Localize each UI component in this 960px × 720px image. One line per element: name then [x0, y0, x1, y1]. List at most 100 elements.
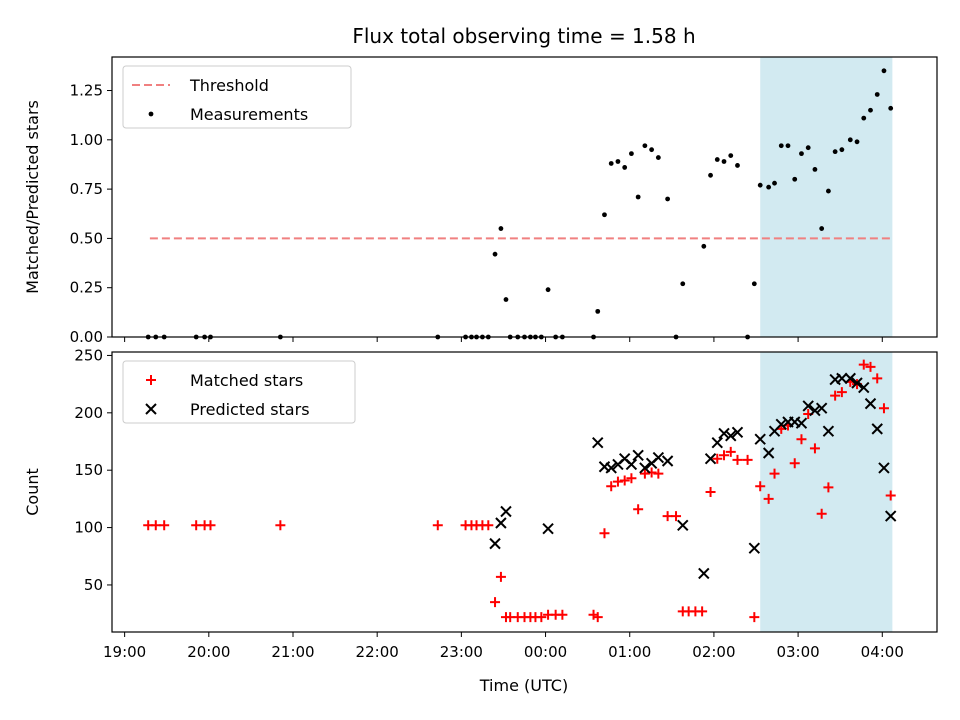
- predicted-star-point: [844, 372, 856, 385]
- bottom-panel: 19:00 20:00 21:00 22:00 23:00 00:00 01:00 02:00…: [23, 346, 938, 661]
- predicted-star-point: [748, 542, 761, 554]
- matched-star-point: [697, 606, 708, 617]
- matched-star-point: [275, 520, 286, 531]
- predicted-star-point: [871, 423, 883, 435]
- measurement-point: [785, 143, 791, 149]
- bottom-y-tick-label: 250: [74, 346, 103, 364]
- matched-star-point: [606, 481, 617, 492]
- matched-star-point: [836, 387, 847, 398]
- top-y-axis-label: Matched/Predicted stars: [23, 100, 42, 294]
- measurement-point: [622, 165, 628, 170]
- matched-star-point: [653, 468, 664, 479]
- predicted-star-point: [542, 523, 554, 535]
- measurement-point: [615, 159, 621, 164]
- predicted-star-point: [836, 372, 848, 385]
- matched-star-point: [671, 511, 682, 522]
- measurement-point: [655, 155, 661, 160]
- matched-star-point: [809, 443, 820, 454]
- measurement-point: [832, 149, 838, 155]
- measurement-point: [874, 92, 880, 97]
- predicted-star-point: [632, 449, 644, 461]
- matched-star-point: [150, 520, 161, 531]
- bottom-y-tick-label: 200: [74, 404, 103, 422]
- predicted-star-point: [500, 505, 512, 518]
- predicted-star-point: [802, 400, 814, 412]
- predicted-star-point: [605, 462, 617, 474]
- matched-star-point: [639, 468, 650, 479]
- x-tick-label: 20:00: [187, 643, 230, 661]
- x-tick-label: 23:00: [440, 643, 483, 661]
- measurement-point: [492, 251, 498, 257]
- matched-star-point: [662, 511, 673, 522]
- measurement-point: [757, 182, 763, 188]
- top-y-tick-label: 1.25: [70, 82, 103, 100]
- measurement-point: [751, 281, 757, 287]
- matched-star-point: [749, 612, 760, 623]
- top-highlight-span: [760, 57, 893, 337]
- top-legend-label: Measurements: [190, 105, 308, 124]
- bottom-highlight-span: [760, 352, 893, 632]
- x-tick-label: 03:00: [776, 643, 819, 661]
- matched-star-point: [592, 612, 603, 623]
- measurement-point: [812, 166, 818, 172]
- measurement-point: [608, 161, 614, 166]
- top-legend-box: [122, 65, 352, 129]
- measurement-point: [888, 105, 894, 111]
- top-legend-label: Threshold: [189, 76, 269, 95]
- matched-star-point: [633, 504, 644, 515]
- measurement-point: [792, 176, 798, 182]
- x-axis-label: Time (UTC): [479, 676, 568, 695]
- matched-star-point: [705, 487, 716, 497]
- matched-star-point: [823, 482, 834, 493]
- predicted-star-point: [625, 458, 638, 471]
- matched-star-point: [490, 597, 501, 608]
- top-axes-frame: [111, 56, 938, 338]
- predicted-star-point: [592, 436, 604, 449]
- matched-star-point: [205, 520, 216, 531]
- predicted-star-point: [731, 426, 744, 439]
- matched-star-point: [742, 454, 753, 465]
- measurement-point: [701, 243, 707, 249]
- measurement-point: [819, 226, 825, 231]
- top-y-tick-label: 0.75: [70, 180, 103, 198]
- predicted-star-point: [754, 433, 766, 445]
- predicted-star-point: [775, 418, 787, 431]
- matched-star-point: [557, 609, 568, 620]
- predicted-star-point: [725, 430, 737, 442]
- measurement-point: [629, 151, 634, 157]
- measurement-point: [826, 188, 831, 194]
- predicted-star-point: [795, 417, 808, 429]
- matched-star-point: [789, 458, 800, 469]
- measurement-point: [805, 145, 811, 151]
- predicted-star-point: [704, 453, 717, 465]
- predicted-star-point: [639, 462, 651, 474]
- legend-matched-swatch: [146, 375, 156, 385]
- top-y-tick-label: 0.00: [70, 328, 103, 346]
- matched-star-point: [769, 468, 780, 479]
- top-y-tick-label: 1.00: [70, 131, 103, 149]
- matched-star-point: [865, 361, 876, 372]
- measurement-point: [854, 139, 860, 145]
- legend-predicted-swatch: [145, 403, 157, 415]
- matched-star-point: [191, 520, 202, 531]
- matched-star-point: [725, 446, 736, 457]
- predicted-star-point: [809, 404, 821, 417]
- measurement-point: [839, 147, 845, 153]
- predicted-star-point: [711, 436, 723, 449]
- matched-star-point: [432, 520, 443, 531]
- matched-star-point: [626, 473, 637, 484]
- chart-title: Flux total observing time = 1.58 h: [352, 24, 695, 48]
- measurement-point: [881, 68, 887, 74]
- x-tick-label: 00:00: [524, 643, 567, 661]
- measurement-point: [649, 147, 655, 153]
- predicted-star-point: [815, 402, 828, 414]
- matched-star-point: [719, 450, 730, 461]
- matched-star-point: [495, 571, 506, 582]
- predicted-star-point: [661, 455, 674, 467]
- matched-star-point: [159, 520, 170, 531]
- predicted-star-point: [864, 397, 877, 410]
- top-panel: 0.00 0.25 0.50 0.75 1.00 1.25 Matched/Predicte…: [23, 56, 938, 346]
- x-tick-label: 19:00: [103, 643, 146, 661]
- x-tick-label: 01:00: [608, 643, 651, 661]
